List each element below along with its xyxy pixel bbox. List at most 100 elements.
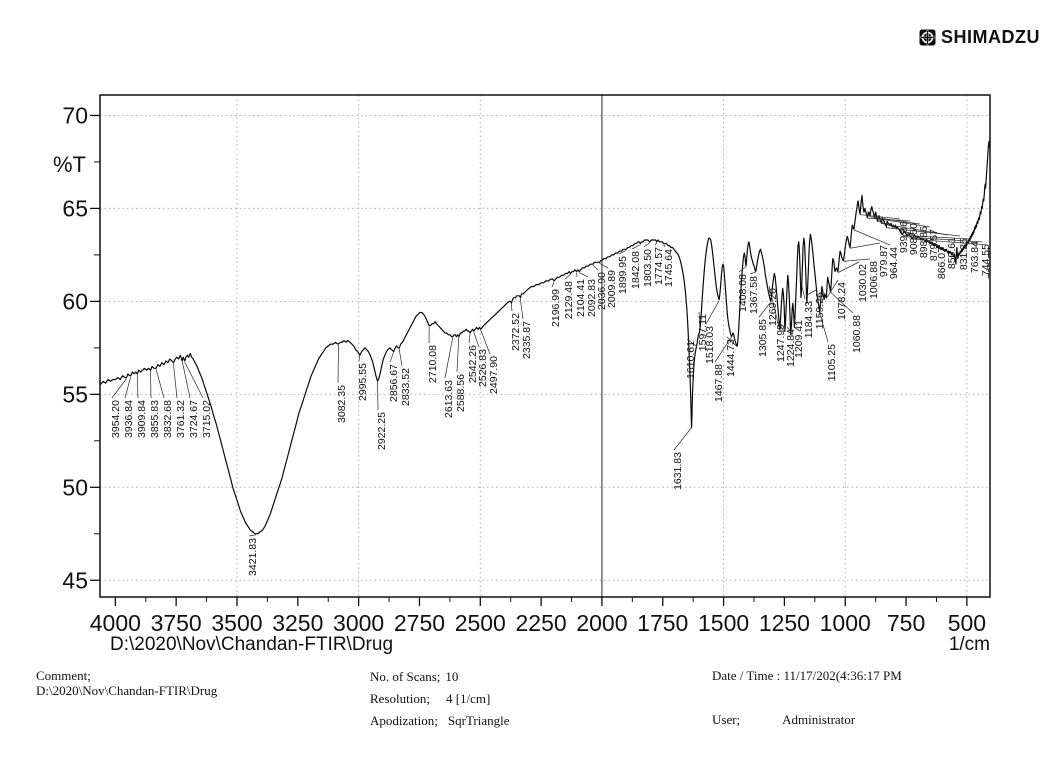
x-tick-label: 3750 [151,610,202,636]
peak-leader-line [850,242,881,249]
peak-label: 1247.99 [775,324,787,362]
peak-leader-line [758,301,772,318]
peak-label: 3421.83 [247,538,259,576]
x-tick-label: 3000 [333,610,384,636]
session-block: Date / Time : 11/17/202(4:36:17 PM User;… [712,668,902,727]
peak-leader-line [551,281,555,288]
peak-label: 979.87 [878,245,890,277]
peak-label: 1060.88 [851,315,863,353]
peak-leader-line [181,361,191,399]
gridlines [100,95,990,597]
peak-label: 722.33 [986,247,998,279]
peak-label: 1408.08 [737,274,749,312]
peak-label: 939.36 [898,221,910,253]
peak-leader-line [579,272,589,278]
peak-leader-line [173,363,178,399]
x-tick-label: 3250 [272,610,323,636]
shimadzu-mark-icon [919,29,936,46]
peak-label: 1631.83 [672,452,684,490]
peak-label: 2372.52 [510,313,522,351]
scans-label: No. of Scans; [370,669,441,684]
peak-leader-line [786,326,791,332]
peak-leader-line [150,371,152,399]
peak-leader-line [136,374,139,399]
peak-leader-line [358,355,361,362]
spacer [712,683,902,712]
peak-label: 898.86 [918,226,930,258]
peak-leader-line [654,242,658,246]
peak-leader-line [749,271,756,275]
spectrum-svg: 4000 3750 3500 3250 3000 2750 2500 2250 2000 1750… [53,94,998,655]
peak-leader-line [248,534,257,537]
y-tick-label: 65 [62,195,88,221]
peak-label: 1367.58 [748,276,760,314]
peak-leader-line [738,266,747,273]
resolution-row: Resolution; 4 [1/cm] [370,688,510,710]
peak-label: 2196.99 [550,289,562,327]
peak-leader-line [184,361,204,399]
x-axis-unit-label: 1/cm [949,634,990,655]
comment-path: D:\2020\Nov\Chandan-FTIR\Drug [36,683,218,698]
peak-leader-line [830,291,854,314]
resolution-value: 4 [1/cm] [445,691,491,706]
peak-leader-line [902,234,972,240]
peak-label: 1745.64 [663,249,675,287]
peak-label: 3909.84 [136,400,148,438]
x-tick-label: 1250 [759,610,810,636]
acquisition-block: No. of Scans; 10 Resolution; 4 [1/cm] Apod… [370,666,510,732]
peak-label: 1159.26 [814,292,826,329]
brand-name: SHIMADZU [941,27,1040,47]
peak-leader-line [456,337,460,373]
y-tick-label: 60 [62,288,88,314]
peak-leader-line [886,227,961,237]
peak-leader-line [768,285,781,330]
y-tick-label: 50 [62,474,88,500]
peak-leader-line [643,242,650,248]
peak-label: 2129.48 [563,281,575,319]
peak-leader-line [806,289,817,296]
spectrum-file-path-label: D:\2020\Nov\Chandan-FTIR\Drug [110,634,393,655]
peak-leader-line [819,312,829,343]
peak-leader-line [337,344,339,384]
y-tick-label: 70 [62,102,88,128]
peak-label: 3954.20 [110,400,122,438]
user-label: User; [712,712,741,727]
peak-label: 744.55 [980,244,992,276]
peak-leader-line [673,427,692,451]
peak-leader-line [155,369,165,399]
peak-label: 2036.90 [596,272,608,310]
peak-label: 2833.52 [400,368,412,406]
peak-label: 2335.87 [521,321,533,359]
peak-label: 1842.08 [630,251,642,289]
x-tick-label: 4000 [90,610,141,636]
peak-label: 2009.89 [606,270,618,308]
peak-label: 763.84 [969,241,981,273]
peak-label: 1597.11 [697,314,709,351]
peak-label: 1209.41 [793,320,805,358]
peak-leader-line [686,338,697,347]
peak-leader-line [837,261,860,273]
peak-label: 1006.88 [868,261,880,299]
peak-leader-line [468,333,471,344]
peak-leader-line [793,317,796,327]
peak-label: 1078.24 [836,282,848,320]
peak-label: 3082.35 [336,385,348,423]
peak-leader-line [510,303,513,312]
peak-label: 1224.84 [785,329,797,367]
peak-label: 831.35 [958,238,970,270]
peak-leader-line [111,378,127,399]
peak-label: 3832.68 [162,400,174,438]
peak-label: 1899.95 [617,256,629,294]
peak-leader-line [776,321,786,333]
comment-block: Comment; D:\2020\Nov\Chandan-FTIR\Drug [36,668,217,698]
peak-label: 866.07 [936,247,948,279]
peak-label: 1610.61 [685,341,697,379]
apodization-row: Apodization; SqrTriangle [370,710,510,732]
peak-label: 2542.26 [467,345,479,383]
datetime-value: Date / Time : 11/17/202(4:36:17 PM [712,668,902,683]
shimadzu-logo: SHIMADZU [919,27,1040,48]
x-tick-label: 750 [887,610,925,636]
x-tick-label: 2500 [455,610,506,636]
comment-label: Comment; [36,668,91,683]
peak-leader-line [663,244,666,248]
